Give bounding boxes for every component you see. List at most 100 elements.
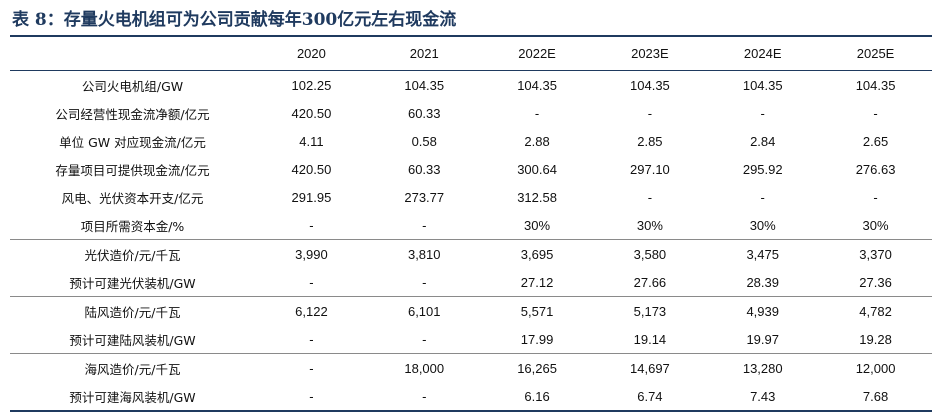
table-cell: -: [873, 189, 878, 205]
table-cell: 297.10: [630, 161, 670, 177]
table-cell: 276.63: [855, 161, 896, 177]
header-label-cell: [10, 37, 255, 71]
table-cell: 12,000: [819, 353, 932, 382]
table-cell: 13,280: [706, 353, 820, 382]
table-cell: 19.14: [633, 331, 667, 347]
table-cell: 2.88: [524, 133, 550, 149]
table-cell: 19.28: [859, 331, 892, 347]
table-cell: 7.43: [706, 382, 820, 412]
table-cell: 5,173: [593, 296, 707, 325]
table-cell: 6,101: [367, 296, 481, 325]
table-cell: 27.12: [520, 274, 554, 290]
table-cell: 102.25: [291, 77, 332, 93]
table-cell: -: [309, 274, 314, 290]
table-cell: 6,122: [255, 296, 368, 325]
table-cell: 2.65: [862, 133, 889, 149]
table-cell: 17.99: [520, 331, 554, 347]
table-row: 海风造价/元/千瓦 - 18,000 16,265 14,697 13,280 …: [10, 353, 932, 382]
table-cell: 27.66: [633, 274, 667, 290]
table-row: 公司经营性现金流净额/亿元 420.50 60.33 - - - -: [10, 99, 932, 127]
table-cell: 30%: [862, 217, 889, 233]
table-cell: 3,990: [255, 239, 368, 268]
table-row: 单位 GW 对应现金流/亿元 4.11 0.58 2.88 2.85 2.84 …: [10, 127, 932, 155]
table-cell: 3,475: [706, 239, 820, 268]
row-label: 存量项目可提供现金流/亿元: [55, 162, 210, 178]
row-label: 光伏造价/元/千瓦: [10, 239, 255, 268]
table-cell: 6.16: [480, 382, 594, 412]
table-cell: 420.50: [291, 161, 332, 177]
table-cell: 16,265: [480, 353, 594, 382]
table-title: 表 8：存量火电机组可为公司贡献每年300亿元左右现金流: [12, 10, 457, 30]
table-cell: 300.64: [517, 161, 557, 177]
table-cell: 19.97: [746, 331, 779, 347]
table-cell: 27.36: [859, 274, 892, 290]
table-row: 公司火电机组/GW 102.25 104.35 104.35 104.35 10…: [10, 71, 932, 100]
table-cell: 30%: [636, 217, 663, 233]
row-label: 单位 GW 对应现金流/亿元: [59, 134, 206, 150]
table-cell: 104.35: [404, 77, 445, 93]
table-cell: -: [422, 217, 427, 233]
table-cell: 104.35: [742, 77, 783, 93]
table-cell: 273.77: [404, 189, 445, 205]
table-cell: 7.68: [819, 382, 932, 412]
table-cell: 60.33: [407, 161, 441, 177]
table-cell: -: [367, 382, 481, 412]
header-cell: 2020: [255, 37, 368, 71]
cashflow-table: 2020 2021 2022E 2023E 2024E 2025E 公司火电机组…: [10, 37, 932, 412]
table-cell: -: [760, 105, 765, 121]
table-cell: 4.11: [299, 133, 324, 149]
table-row: 项目所需资本金/% - - 30% 30% 30% 30%: [10, 211, 932, 240]
title-rule: [10, 35, 932, 37]
row-label: 公司火电机组/GW: [81, 78, 184, 94]
table-cell: -: [534, 105, 540, 121]
table-cell: 4,939: [706, 296, 820, 325]
header-cell: 2024E: [706, 37, 820, 71]
header-cell: 2023E: [593, 37, 707, 71]
row-label: 项目所需资本金/%: [80, 218, 185, 234]
table-cell: 14,697: [593, 353, 707, 382]
table-cell: 2.85: [637, 133, 663, 149]
table-cell: -: [309, 217, 314, 233]
table-cell: 18,000: [367, 353, 481, 382]
table-cell: 291.95: [291, 189, 332, 205]
table-cell: 5,571: [480, 296, 594, 325]
table-cell: 4,782: [819, 296, 932, 325]
header-row: 2020 2021 2022E 2023E 2024E 2025E: [10, 37, 932, 71]
table-cell: 104.35: [855, 77, 896, 93]
table-cell: 2.84: [750, 133, 776, 149]
row-label: 海风造价/元/千瓦: [10, 353, 255, 382]
table-row: 预计可建陆风装机/GW - - 17.99 19.14 19.97 19.28: [10, 325, 932, 354]
row-label: 预计可建陆风装机/GW: [69, 332, 196, 348]
row-label: 预计可建光伏装机/GW: [69, 275, 196, 291]
table-cell: 30%: [749, 217, 776, 233]
table-cell: 60.33: [407, 105, 441, 121]
table-cell: -: [873, 105, 878, 121]
table-cell: 3,580: [593, 239, 707, 268]
row-label: 预计可建海风装机/GW: [10, 382, 255, 412]
row-label: 风电、光伏资本开支/亿元: [61, 190, 204, 206]
table-cell: -: [255, 382, 368, 412]
table-row: 预计可建光伏装机/GW - - 27.12 27.66 28.39 27.36: [10, 268, 932, 297]
table-cell: 6.74: [593, 382, 707, 412]
table-row: 光伏造价/元/千瓦 3,990 3,810 3,695 3,580 3,475 …: [10, 239, 932, 268]
table-cell: 295.92: [742, 161, 783, 177]
table-cell: -: [647, 105, 653, 121]
header-cell: 2022E: [480, 37, 594, 71]
table-cell: -: [760, 189, 765, 205]
table-row: 陆风造价/元/千瓦 6,122 6,101 5,571 5,173 4,939 …: [10, 296, 932, 325]
table-cell: 28.39: [746, 274, 779, 290]
table-cell: 3,695: [480, 239, 594, 268]
row-label: 陆风造价/元/千瓦: [10, 296, 255, 325]
row-label: 公司经营性现金流净额/亿元: [55, 106, 210, 122]
table-cell: -: [647, 189, 653, 205]
header-cell: 2025E: [819, 37, 932, 71]
table-cell: -: [255, 353, 368, 382]
table-cell: 3,810: [367, 239, 481, 268]
table-cell: 3,370: [819, 239, 932, 268]
table-row: 预计可建海风装机/GW - - 6.16 6.74 7.43 7.68: [10, 382, 932, 412]
table-cell: -: [422, 274, 427, 290]
table-cell: 104.35: [517, 77, 557, 93]
header-cell: 2021: [367, 37, 481, 71]
table-cell: 30%: [524, 217, 551, 233]
table-cell: 104.35: [630, 77, 670, 93]
